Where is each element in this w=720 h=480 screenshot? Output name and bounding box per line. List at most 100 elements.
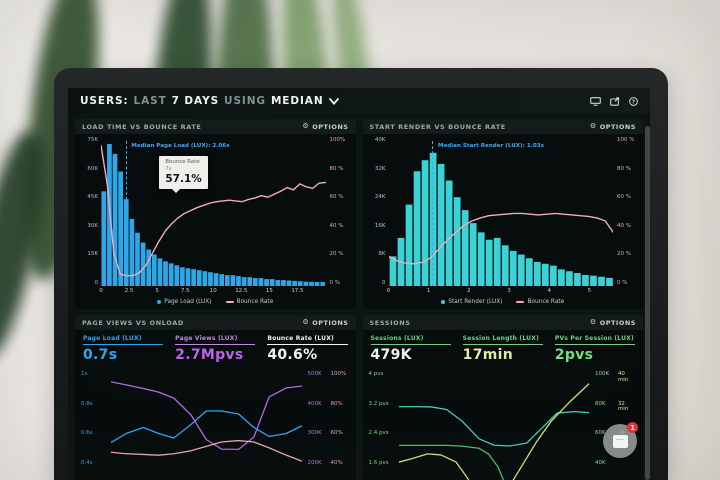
- message-icon: [612, 434, 628, 448]
- metrics-row: Page Load (LUX) 0.7s Page Views (LUX) 2.7Mp…: [75, 330, 356, 366]
- chart-body: 75K 60K 45K 30K 15K 0 Median Page Load (LUX): …: [79, 137, 352, 286]
- legend-label: Bounce Rate: [236, 298, 274, 305]
- metric-value: 40.6%: [267, 347, 318, 363]
- y-axis-label: 60K: [87, 165, 98, 172]
- chart-plot: Median Page Load (LUX): 2.06s Bounce Rate…: [101, 138, 326, 286]
- y-axis-label: 1s: [81, 371, 88, 377]
- chat-button[interactable]: 1: [603, 422, 638, 458]
- tooltip-value: 57.1%: [165, 172, 202, 185]
- metric-bounce-rate-lux[interactable]: Bounce Rate (LUX) 40.6%: [267, 335, 348, 363]
- y-axis-label: 60 %: [617, 194, 631, 200]
- x-axis-label: 3: [507, 288, 511, 294]
- panel-header: START RENDER VS BOUNCE RATE ⚙ OPTIONS: [362, 119, 643, 134]
- sessions-chart: 4 pvs 3.2 pvs 2.4 pvs 1.6 pvs 100K 40 min 80K 3…: [363, 366, 644, 480]
- median-annotation: Median Page Load (LUX): 2.06s: [131, 143, 230, 150]
- panel-start-render-vs-bounce-rate: START RENDER VS BOUNCE RATE ⚙ OPTIONS 40K…: [362, 119, 643, 309]
- panel-header: PAGE VIEWS VS ONLOAD ⚙ OPTIONS: [75, 315, 356, 330]
- y-axis-label: 24K: [374, 194, 386, 200]
- right-axis: 100 % 80 % 60 % 40 % 20 % 0 %: [613, 137, 639, 286]
- x-axis-label: 2: [467, 288, 471, 294]
- y-axis-label: 0: [382, 279, 386, 286]
- panel-header: SESSIONS ⚙ OPTIONS: [362, 315, 643, 330]
- laptop: USERS: LAST 7 DAYS USING MEDIAN ? LOAD TIME …: [54, 68, 668, 480]
- median-line: [125, 140, 127, 286]
- panel-load-time-vs-bounce-rate: LOAD TIME VS BOUNCE RATE ⚙ OPTIONS 75K 60K…: [75, 119, 356, 309]
- y-axis-label: 45K: [87, 194, 98, 200]
- x-axis-label: 1: [426, 288, 431, 294]
- metric-label: Bounce Rate (LUX): [267, 335, 348, 345]
- svg-text:?: ?: [632, 99, 635, 105]
- gear-icon: ⚙: [589, 318, 597, 326]
- y-axis-label: 20 %: [617, 251, 631, 257]
- options-button[interactable]: ⚙ OPTIONS: [302, 122, 349, 131]
- y-axis-label: 4 pvs: [368, 371, 384, 377]
- y-axis-label: 0: [94, 279, 99, 286]
- legend-label: Start Render (LUX): [448, 298, 503, 305]
- x-axis-label: 4: [547, 288, 551, 294]
- notification-badge: 1: [627, 422, 638, 433]
- legend-line-marker: [225, 300, 234, 303]
- metric-value: 2.7Mpvs: [175, 347, 244, 363]
- y-axis-label: 32K: [374, 165, 386, 172]
- chart-legend: Start Render (LUX) Bounce Rate: [367, 296, 640, 307]
- median-line: [432, 140, 434, 286]
- right-axis-row: 40K: [595, 460, 637, 467]
- metric-value: 0.7s: [83, 347, 118, 363]
- legend-label: Bounce Rate: [527, 298, 565, 305]
- metric-page-load-lux[interactable]: Page Load (LUX) 0.7s: [83, 335, 164, 363]
- options-button[interactable]: ⚙ OPTIONS: [302, 318, 349, 327]
- right-axis-row: 400K 80%: [308, 401, 350, 408]
- options-button[interactable]: ⚙ OPTIONS: [589, 318, 636, 327]
- legend-dot-marker: [157, 299, 162, 304]
- y-axis-label: 60%: [330, 430, 343, 436]
- x-axis-label: 10: [209, 288, 217, 294]
- panel-title: SESSIONS: [369, 318, 411, 327]
- y-axis-label: 80 %: [329, 165, 344, 172]
- page-views-chart: 1s 0.8s 0.6s 0.4s 500K 100% 400K 80% 300K 60% 200K…: [75, 366, 356, 480]
- y-axis-label: 8K: [378, 251, 386, 257]
- chevron-down-icon: [328, 97, 339, 105]
- metric-selector[interactable]: USERS: LAST 7 DAYS USING MEDIAN: [80, 95, 339, 107]
- options-button[interactable]: ⚙ OPTIONS: [589, 122, 636, 131]
- x-axis: 0 2.5 5 7.5 10 12.5 15 17.5: [99, 287, 326, 296]
- y-axis-label: 60 %: [329, 194, 344, 200]
- metrics-row: Sessions (LUX) 479K Session Length (LUX) 17…: [363, 330, 644, 366]
- metric-value: 2pvs: [554, 347, 594, 363]
- scrollbar[interactable]: [645, 126, 650, 480]
- metric-session-length-lux[interactable]: Session Length (LUX) 17min: [462, 335, 543, 363]
- y-axis-label: 40 min: [617, 371, 629, 383]
- metric-page-views-lux[interactable]: Page Views (LUX) 2.7Mpvs: [175, 335, 256, 363]
- chart-legend: Page Load (LUX) Bounce Rate: [79, 296, 352, 307]
- panel-title: LOAD TIME VS BOUNCE RATE: [82, 122, 202, 131]
- metric-pvs-per-session-lux[interactable]: PVs Per Session (LUX) 2pvs: [554, 335, 636, 363]
- x-axis-label: 17.5: [291, 288, 304, 294]
- y-axis-label: 100%: [330, 371, 347, 377]
- gear-icon: ⚙: [302, 122, 310, 130]
- right-axis-row: 500K 100%: [308, 371, 350, 378]
- x-axis: 0 1 2 3 4 5: [386, 287, 614, 296]
- header-icons: ?: [590, 96, 638, 106]
- y-axis-label: 100K: [595, 371, 610, 377]
- metric-sessions-lux[interactable]: Sessions (LUX) 479K: [370, 335, 451, 363]
- x-axis-label: 7.5: [180, 288, 190, 294]
- y-axis-label: 75K: [87, 137, 98, 143]
- chart-plot: [399, 369, 590, 480]
- legend-item[interactable]: Bounce Rate: [516, 299, 564, 305]
- y-axis-label: 32 min: [617, 400, 629, 412]
- right-axis-row: 200K 40%: [308, 460, 350, 467]
- legend-item[interactable]: Start Render (LUX): [441, 299, 502, 305]
- y-axis-label: 100%: [329, 137, 346, 143]
- right-axis: 100% 80 % 60 % 40 % 20 % 0 %: [326, 137, 352, 286]
- x-axis-label: 0: [99, 288, 103, 294]
- legend-item[interactable]: Bounce Rate: [225, 298, 274, 305]
- chart-tooltip: Bounce Rate 7s 57.1%: [159, 155, 208, 193]
- metric-label: Page Views (LUX): [175, 335, 256, 345]
- share-icon[interactable]: [610, 96, 620, 106]
- x-axis-label: 0: [386, 288, 391, 294]
- y-axis-label: 3.2 pvs: [368, 400, 389, 407]
- legend-item[interactable]: Page Load (LUX): [157, 299, 212, 305]
- display-icon[interactable]: [590, 96, 601, 106]
- help-icon[interactable]: ?: [629, 96, 638, 106]
- tooltip-title: Bounce Rate: [165, 158, 200, 165]
- legend-line-marker: [516, 300, 525, 303]
